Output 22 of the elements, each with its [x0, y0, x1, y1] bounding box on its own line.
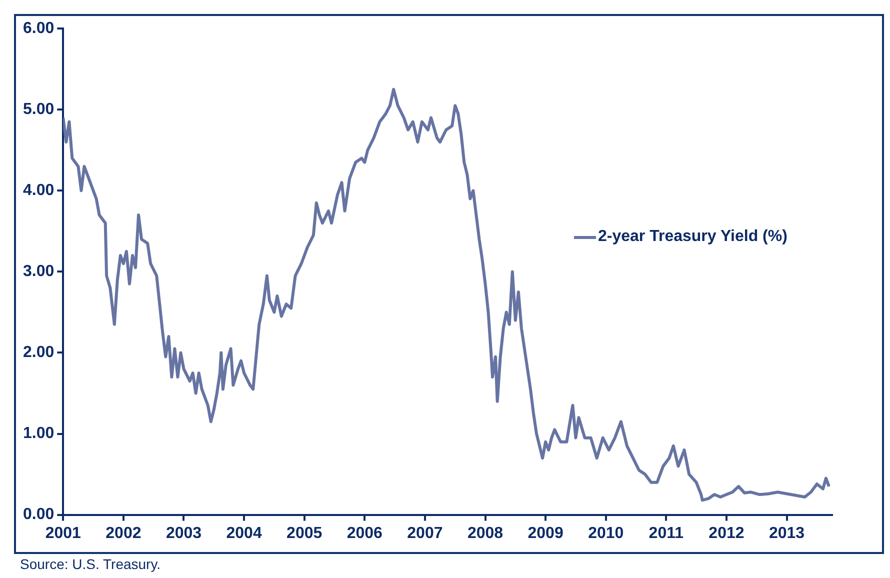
x-tick-label: 2005 — [286, 524, 322, 542]
x-tick-label: 2008 — [467, 524, 504, 542]
x-tick-label: 2007 — [407, 524, 443, 542]
y-tick-label: 3.00 — [23, 263, 54, 280]
x-tick-label: 2010 — [588, 524, 624, 542]
legend-label: 2-year Treasury Yield (%) — [598, 228, 788, 246]
x-tick-label: 2009 — [528, 524, 564, 542]
y-tick-label: 6.00 — [23, 20, 54, 38]
x-tick-label: 2002 — [106, 524, 142, 542]
y-tick-label: 0.00 — [23, 506, 54, 524]
y-tick-label: 2.00 — [23, 344, 54, 362]
x-tick-label: 2001 — [45, 524, 82, 542]
x-tick-label: 2013 — [768, 524, 805, 542]
x-tick-label: 2011 — [648, 524, 684, 542]
x-tick-label: 2012 — [708, 524, 744, 542]
y-tick-label: 1.00 — [23, 425, 54, 442]
x-tick-label: 2006 — [346, 524, 383, 542]
y-tick-label: 4.00 — [23, 182, 54, 200]
x-tick-label: 2003 — [166, 524, 202, 542]
x-tick-label: 2004 — [226, 524, 262, 542]
source-note: Source: U.S. Treasury. — [20, 556, 161, 572]
y-tick-label: 5.00 — [23, 101, 54, 118]
